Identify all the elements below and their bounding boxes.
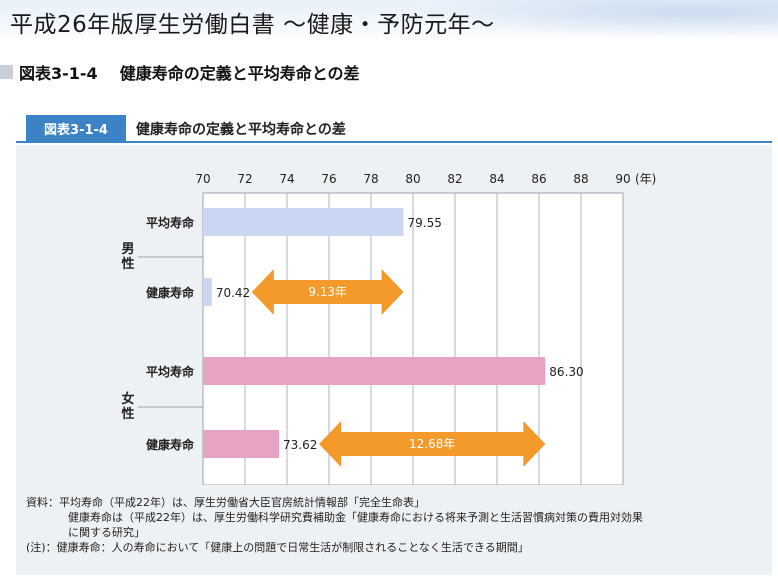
group-label-char: 女 xyxy=(121,391,134,407)
banner-decoration xyxy=(358,0,778,42)
x-tick-label: 82 xyxy=(447,172,462,186)
figure-header: 図表3-1-4 健康寿命の定義と平均寿命との差 xyxy=(16,115,772,143)
note-source-detail-cont: に関する研究」 xyxy=(68,526,145,539)
figure-notes: 資料：平均寿命（平成22年）は、厚生労働省大臣官房統計情報部「完全生命表」 健康… xyxy=(26,495,643,555)
group-label-char: 男 xyxy=(121,242,134,257)
gap-label: 12.68年 xyxy=(409,437,455,451)
figure-title: 健康寿命の定義と平均寿命との差 xyxy=(136,122,346,138)
x-tick-label: 72 xyxy=(237,172,252,186)
note-source-detail: 健康寿命は（平成22年）は、厚生労働科学研究費補助金「健康寿命における将来予測と… xyxy=(68,511,643,524)
x-tick-label: 74 xyxy=(279,172,294,186)
group-label-char: 性 xyxy=(121,406,134,422)
bar-category-label: 平均寿命 xyxy=(146,215,195,230)
group-label-char: 性 xyxy=(121,256,134,272)
x-tick-label: 80 xyxy=(405,172,420,186)
figure-badge: 図表3-1-4 xyxy=(26,115,126,141)
section-marker-icon xyxy=(0,65,13,79)
x-tick-label: 78 xyxy=(363,172,378,186)
section-number: 図表3-1-4 xyxy=(19,64,98,83)
figure-panel: 図表3-1-4 健康寿命の定義と平均寿命との差 70 72 74 76 78 80 82 84… xyxy=(16,115,772,575)
data-label: 79.55 xyxy=(408,216,442,230)
section-heading: 図表3-1-4 健康寿命の定義と平均寿命との差 xyxy=(0,58,360,86)
x-tick-label: 76 xyxy=(321,172,336,186)
bar xyxy=(203,357,546,385)
x-tick-label: 84 xyxy=(489,172,504,186)
bar-category-label: 健康寿命 xyxy=(146,437,195,452)
x-unit-label: (年) xyxy=(635,172,656,186)
bar xyxy=(203,278,212,306)
gap-arrow xyxy=(251,269,404,315)
bar xyxy=(203,430,280,458)
figure-body: 70 72 74 76 78 80 82 84 86 88 90 (年) 男性平均寿命 79.55 健康寿命… xyxy=(16,145,772,575)
section-label: 図表3-1-4 健康寿命の定義と平均寿命との差 xyxy=(19,60,360,84)
data-label: 73.62 xyxy=(283,438,317,452)
page-title: 平成26年版厚生労働白書 ～健康・予防元年～ xyxy=(10,12,495,38)
x-tick-label: 90 xyxy=(615,172,630,186)
bar xyxy=(203,208,404,236)
note-source: 資料：平均寿命（平成22年）は、厚生労働省大臣官房統計情報部「完全生命表」 xyxy=(26,496,425,509)
gap-arrow xyxy=(319,421,546,467)
header-banner: 平成26年版厚生労働白書 ～健康・予防元年～ xyxy=(0,0,778,42)
x-tick-label: 70 xyxy=(195,172,210,186)
x-tick-label: 86 xyxy=(531,172,546,186)
data-label: 86.30 xyxy=(549,365,583,379)
note-definition: (注)：健康寿命：人の寿命において「健康上の問題で日常生活が制限されることなく生… xyxy=(26,541,529,554)
section-title: 健康寿命の定義と平均寿命との差 xyxy=(119,64,360,83)
bar-category-label: 平均寿命 xyxy=(146,364,195,379)
data-label: 70.42 xyxy=(216,286,250,300)
x-tick-label: 88 xyxy=(573,172,588,186)
gap-label: 9.13年 xyxy=(308,285,347,299)
bar-category-label: 健康寿命 xyxy=(146,285,195,300)
